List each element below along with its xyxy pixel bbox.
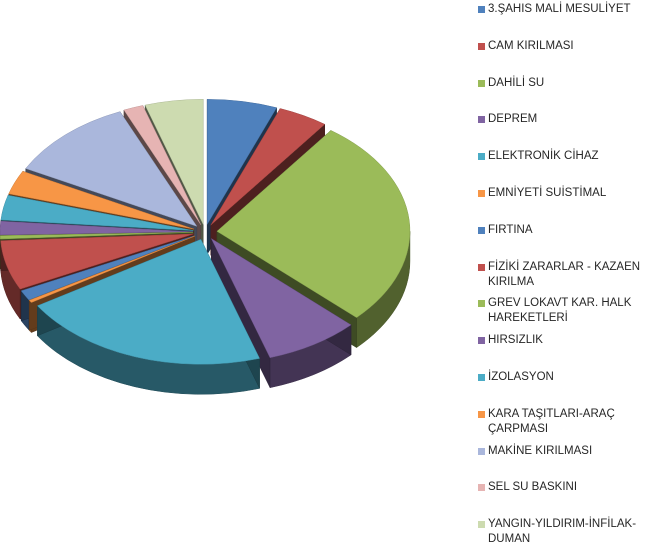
legend-swatch [478, 79, 485, 87]
legend-label: DAHİLİ SU [488, 76, 545, 89]
legend-label: CAM KIRILMASI [488, 39, 574, 52]
legend-label: MAKİNE KIRILMASI [488, 444, 593, 457]
slice-top [0, 232, 194, 240]
slice-top [0, 194, 194, 231]
pie-slice-elektroni-k-ci-haz [36, 238, 260, 395]
legend-swatch [478, 6, 485, 13]
legend: 3.ŞAHIS MALİ MESULİYET CAM KIRILMASI DAHİL… [474, 0, 646, 551]
legend-swatch [478, 521, 485, 529]
legend-swatch [478, 300, 485, 308]
legend-swatch [478, 190, 485, 197]
legend-label: DEPREM [488, 113, 538, 126]
slice-top [206, 99, 278, 226]
slice-top [123, 105, 202, 225]
legend-label: 3.ŞAHIS MALİ MESULİYET [488, 3, 631, 15]
legend-swatch [478, 116, 485, 124]
legend-label: HIRSIZLIK [488, 334, 543, 347]
legend-label: YANGIN-YILDIRIM-İNFİLAK-DUMAN [488, 518, 637, 546]
legend-swatch [478, 484, 485, 492]
legend-swatch [478, 153, 485, 161]
legend-swatch [478, 263, 485, 271]
legend-swatch [478, 42, 485, 50]
legend-swatch [478, 447, 485, 455]
legend-label: FİZİKİ ZARARLAR - KAZAEN KIRILMA [488, 260, 641, 288]
legend-label: FIRTINA [488, 223, 533, 236]
legend-label: GREV LOKAVT KAR. HALK HAREKETLERİ [488, 297, 632, 325]
legend-label: KARA TAŞITLARI-ARAÇ ÇARPMASI [488, 407, 615, 435]
slice-top [216, 130, 411, 318]
slice-top [144, 99, 204, 225]
slice-top [8, 170, 194, 230]
legend-swatch [478, 410, 485, 418]
slice-top [36, 239, 260, 365]
legend-label: ELEKTRONİK CİHAZ [488, 150, 599, 163]
slice-top [20, 235, 195, 301]
legend-swatch [478, 226, 485, 234]
legend-label: EMNİYETİ SUİSTİMAL [488, 187, 607, 199]
slice-top [210, 108, 326, 226]
legend-swatch [478, 337, 485, 345]
slice-top [28, 235, 195, 303]
pie-chart [0, 99, 411, 395]
slice-top [25, 111, 198, 227]
slice-top [210, 237, 352, 358]
legend-swatch [478, 374, 485, 381]
slice-top [0, 233, 194, 290]
legend-label: İZOLASYON [488, 371, 554, 383]
slice-top [0, 220, 194, 236]
legend-label: SEL SU BASKINI [488, 481, 578, 494]
